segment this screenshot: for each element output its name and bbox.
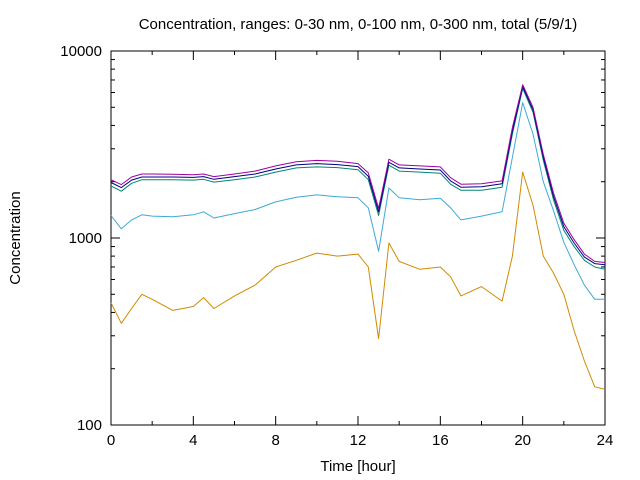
x-axis-ticks: 0 4 8 12 16 20 24 <box>107 51 614 449</box>
chart-title: Concentration, ranges: 0-30 nm, 0-100 nm… <box>139 16 578 33</box>
y-axis-label: Concentration <box>7 191 24 284</box>
x-tick-label: 16 <box>432 432 449 449</box>
x-tick-label: 20 <box>514 432 531 449</box>
y-tick-label: 1000 <box>69 230 102 247</box>
series-layer <box>110 84 606 390</box>
x-tick-label: 12 <box>350 432 367 449</box>
x-tick-label: 24 <box>597 432 614 449</box>
series-line-3 <box>110 88 606 270</box>
series-line-5 <box>110 84 606 263</box>
y-tick-label: 100 <box>77 417 102 434</box>
y-axis-ticks: 100 1000 10000 <box>60 43 605 434</box>
x-axis-label: Time [hour] <box>320 458 395 475</box>
x-tick-label: 4 <box>189 432 197 449</box>
x-tick-label: 0 <box>107 432 115 449</box>
x-tick-label: 8 <box>271 432 279 449</box>
series-line-2 <box>110 102 605 300</box>
series-line-1 <box>110 171 606 390</box>
series-line-4 <box>110 86 606 266</box>
y-tick-label: 10000 <box>60 43 102 60</box>
